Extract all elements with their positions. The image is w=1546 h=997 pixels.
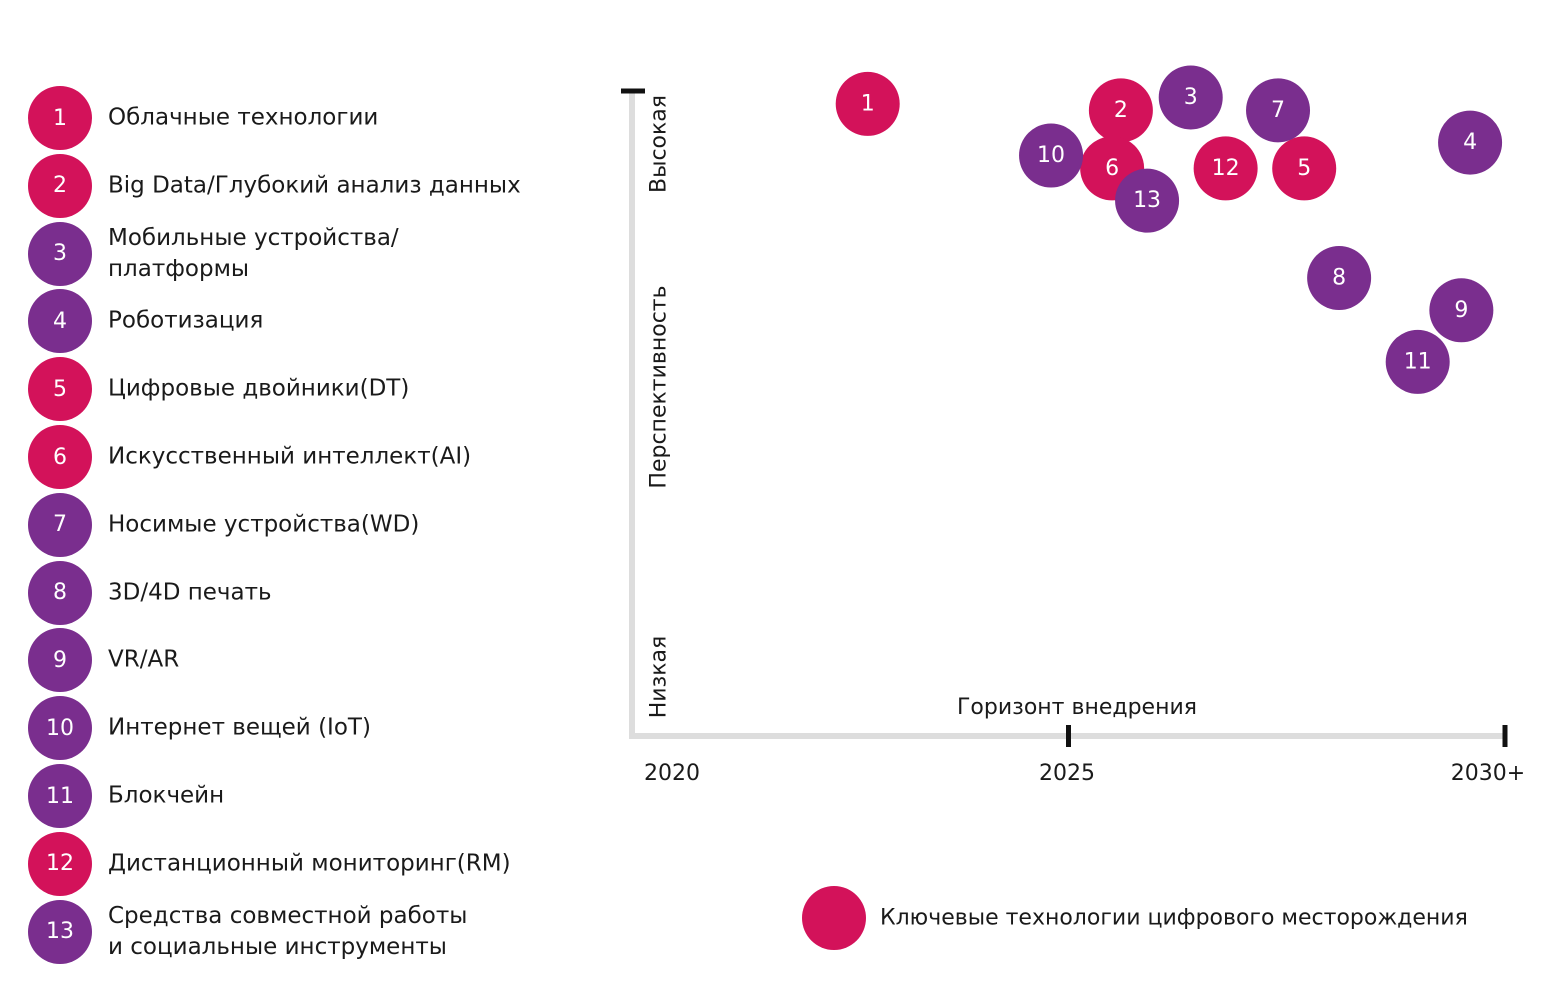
bubble-circle — [1385, 329, 1450, 394]
bubble-label: 8 — [1332, 266, 1346, 291]
y-high-label: Высокая — [647, 95, 672, 193]
legend-item-label: Интернет вещей (IoT) — [108, 714, 371, 741]
legend-item-number: 6 — [28, 425, 92, 489]
bubble-circle — [1115, 168, 1180, 233]
legend-item: 11 Блокчейн — [28, 764, 598, 828]
bubble-label: 12 — [1212, 156, 1240, 181]
bubble-circle — [1246, 78, 1311, 143]
legend-item-number: 8 — [28, 560, 92, 625]
legend-item: 1 Облачные технологии — [28, 86, 598, 150]
y-low-label: Низкая — [647, 636, 672, 719]
key-legend-dot — [802, 886, 866, 950]
bubble: 11 — [1385, 329, 1450, 394]
legend-item: 9 VR/AR — [28, 628, 598, 693]
legend-item: 7 Носимые устройства(WD) — [28, 492, 598, 557]
legend-item: 8 3D/4D печать — [28, 560, 598, 625]
bubble-circle — [835, 71, 900, 136]
legend-item-number: 1 — [28, 86, 92, 150]
bubble: 9 — [1429, 278, 1494, 343]
legend-item-label: Средства совместной работы и социальные … — [108, 902, 468, 960]
chart-axes — [621, 88, 1508, 747]
bubble-label: 6 — [1105, 156, 1119, 181]
legend-item-label: Цифровые двойники(DT) — [108, 375, 410, 402]
x-axis-title: Горизонт внедрения — [957, 695, 1197, 720]
legend-item: 12 Дистанционный мониторинг(RM) — [28, 831, 598, 896]
legend-item-number: 9 — [28, 628, 92, 693]
legend-item-label: Блокчейн — [108, 782, 225, 809]
legend-item-label: Мобильные устройства/ платформы — [108, 224, 399, 282]
x-tick-label: 2030+ — [1451, 761, 1525, 786]
legend-item-number: 11 — [28, 764, 92, 828]
legend-item-number: 5 — [28, 357, 92, 422]
legend-item-number: 12 — [28, 831, 92, 896]
bubble-circle — [1438, 110, 1503, 175]
bubble-label: 3 — [1184, 85, 1198, 110]
bubble: 1 — [835, 71, 900, 136]
legend-item: 13 Средства совместной работы и социальны… — [28, 899, 598, 964]
bubble: 4 — [1438, 110, 1503, 175]
bubble: 10 — [1019, 123, 1084, 188]
bubble-label: 1 — [861, 91, 875, 116]
legend-item-label: 3D/4D печать — [108, 579, 272, 606]
technology-list: 1 Облачные технологии 2 Big Data/Глубокий а… — [0, 0, 600, 997]
legend-item-number: 13 — [28, 899, 92, 964]
bubble-label: 5 — [1297, 156, 1311, 181]
bubble-label: 4 — [1463, 130, 1477, 155]
legend-item: 2 Big Data/Глубокий анализ данных — [28, 153, 598, 218]
legend-item-label: Big Data/Глубокий анализ данных — [108, 172, 521, 199]
bubble: 5 — [1272, 136, 1337, 201]
bubble-label: 11 — [1404, 349, 1432, 374]
legend-item-label: Роботизация — [108, 307, 264, 334]
legend-item-label: Дистанционный мониторинг(RM) — [108, 850, 511, 877]
legend-item-label: Облачные технологии — [108, 104, 379, 131]
legend-item-number: 3 — [28, 221, 92, 286]
key-legend: Ключевые технологии цифрового месторожде… — [802, 886, 1542, 950]
legend-item-number: 2 — [28, 153, 92, 218]
bubble-label: 13 — [1133, 188, 1161, 213]
key-legend-label: Ключевые технологии цифрового месторожде… — [880, 905, 1468, 931]
legend-item: 10 Интернет вещей (IoT) — [28, 696, 598, 761]
legend-item: 4 Роботизация — [28, 289, 598, 354]
bubble: 7 — [1246, 78, 1311, 143]
y-axis-labels: Высокая Перспективность Низкая — [647, 95, 672, 718]
bubble-circle — [1307, 246, 1372, 311]
bubble-circle — [1193, 136, 1258, 201]
x-tick-label: 2020 — [644, 761, 700, 786]
legend-item: 6 Искусственный интеллект(AI) — [28, 425, 598, 489]
legend-item-number: 4 — [28, 289, 92, 354]
bubble-label: 9 — [1454, 298, 1468, 323]
bubble-label: 7 — [1271, 98, 1285, 123]
bubble: 8 — [1307, 246, 1372, 311]
bubble-circle — [1019, 123, 1084, 188]
legend-item-label: Искусственный интеллект(AI) — [108, 443, 472, 470]
x-tick-label: 2025 — [1039, 761, 1095, 786]
bubble: 12 — [1193, 136, 1258, 201]
bubble: 3 — [1158, 65, 1223, 130]
bubble: 13 — [1115, 168, 1180, 233]
legend-item-number: 10 — [28, 696, 92, 761]
bubble-label: 10 — [1037, 143, 1065, 168]
legend-item: 5 Цифровые двойники(DT) — [28, 357, 598, 422]
x-axis-labels: 2020 2025 2030+ Горизонт внедрения — [644, 695, 1525, 786]
bubble-circle — [1088, 78, 1153, 143]
bubble: 2 — [1088, 78, 1153, 143]
legend-item-label: VR/AR — [108, 646, 180, 673]
bubble-circle — [1158, 65, 1223, 130]
legend-item: 3 Мобильные устройства/ платформы — [28, 221, 598, 286]
bubble-label: 2 — [1114, 98, 1128, 123]
bubble-circle — [1429, 278, 1494, 343]
bubble-circle — [1272, 136, 1337, 201]
y-axis-title: Перспективность — [647, 285, 672, 488]
legend-item-number: 7 — [28, 492, 92, 557]
legend-item-label: Носимые устройства(WD) — [108, 511, 420, 538]
